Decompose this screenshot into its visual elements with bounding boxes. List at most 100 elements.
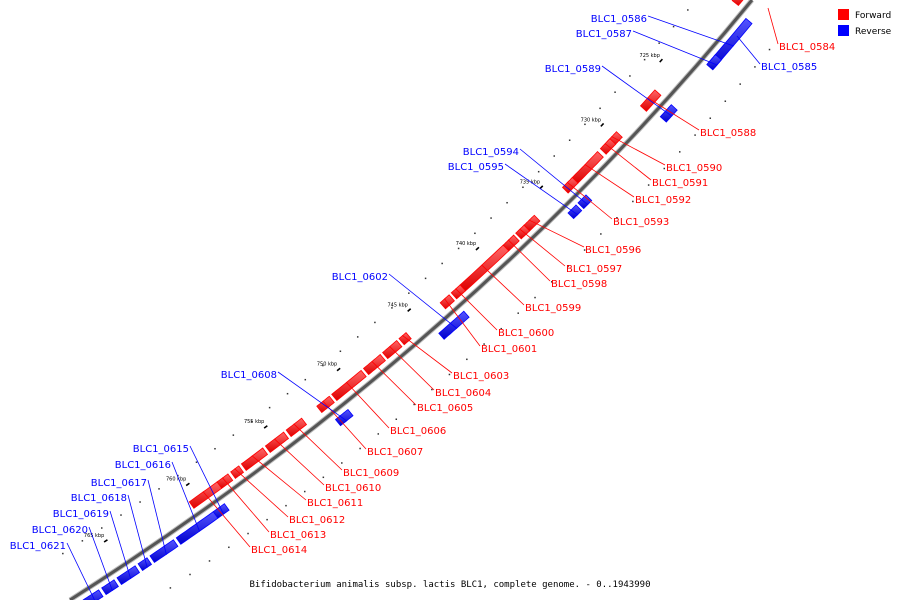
minor-tick	[341, 462, 343, 464]
gene-label-blc1-0592[interactable]: BLC1_0592	[635, 195, 691, 206]
gene-feature-blc1-0619[interactable]	[116, 565, 141, 586]
gene-labels: BLC1_0584 BLC1_0585 BLC1_0586 BLC1_0587 BLC1…	[10, 7, 835, 600]
gene-feature-blc1-0612[interactable]	[230, 465, 245, 479]
gene-feature-blc1-0602[interactable]	[438, 310, 470, 340]
minor-tick	[754, 66, 756, 68]
gene-label-blc1-0598[interactable]: BLC1_0598	[551, 279, 607, 290]
gene-features	[82, 0, 753, 600]
minor-tick	[413, 403, 415, 406]
gene-feature-blc1-0587[interactable]	[706, 54, 723, 71]
gene-label-blc1-0585[interactable]: BLC1_0585	[761, 62, 817, 73]
minor-tick	[228, 546, 230, 549]
gene-feature-blc1-0596[interactable]	[523, 214, 541, 232]
gene-feature-blc1-0605[interactable]	[362, 353, 386, 376]
gene-leader-line	[127, 494, 148, 568]
gene-label-blc1-0615[interactable]: BLC1_0615	[133, 444, 189, 455]
minor-tick	[517, 312, 519, 314]
gene-label-blc1-0614[interactable]: BLC1_0614	[251, 545, 307, 556]
minor-tick	[537, 170, 540, 173]
minor-tick	[500, 327, 502, 330]
minor-tick	[600, 233, 602, 235]
gene-label-blc1-0606[interactable]: BLC1_0606	[390, 426, 446, 437]
gene-label-blc1-0619[interactable]: BLC1_0619	[53, 509, 109, 520]
gene-label-blc1-0607[interactable]: BLC1_0607	[367, 447, 423, 458]
gene-label-blc1-0620[interactable]: BLC1_0620	[32, 525, 88, 536]
gene-label-blc1-0588[interactable]: BLC1_0588	[700, 128, 756, 139]
gene-feature-blc1-0617[interactable]	[149, 539, 179, 563]
gene-label-blc1-0602[interactable]: BLC1_0602	[332, 272, 388, 283]
minor-tick	[457, 247, 460, 250]
gene-label-blc1-0584[interactable]: BLC1_0584	[779, 42, 835, 53]
gene-leader-line	[647, 15, 734, 47]
gene-label-blc1-0597[interactable]: BLC1_0597	[566, 264, 622, 275]
gene-label-blc1-0605[interactable]: BLC1_0605	[417, 403, 473, 414]
gene-feature-blc1-0595[interactable]	[567, 204, 583, 220]
gene-leader-line	[88, 526, 113, 592]
gene-label-blc1-0595[interactable]: BLC1_0595	[448, 162, 504, 173]
gene-label-blc1-0586[interactable]: BLC1_0586	[591, 14, 647, 25]
gene-feature-blc1-0597[interactable]	[515, 224, 531, 240]
genome-caption: Bifidobacterium animalis subsp. lactis B…	[250, 580, 651, 590]
gene-feature-blc1-0615[interactable]	[212, 503, 230, 519]
gene-feature-blc1-0609[interactable]	[285, 417, 308, 438]
minor-tick	[643, 58, 646, 61]
gene-label-blc1-0591[interactable]: BLC1_0591	[652, 178, 708, 189]
minor-tick	[356, 336, 359, 338]
gene-feature-blc1-0603[interactable]	[398, 332, 412, 346]
gene-label-blc1-0593[interactable]: BLC1_0593	[613, 217, 669, 228]
gene-leader-line	[277, 371, 348, 422]
gene-leader-line	[66, 542, 95, 600]
minor-tick	[359, 447, 361, 450]
gene-label-blc1-0604[interactable]: BLC1_0604	[435, 388, 491, 399]
gene-label-blc1-0587[interactable]: BLC1_0587	[576, 29, 632, 40]
tick-label: 755 kbp	[244, 419, 264, 425]
gene-feature-blc1-0610[interactable]	[264, 431, 290, 453]
legend-reverse-swatch	[838, 25, 849, 36]
tick-mark	[659, 58, 663, 63]
gene-leader-line	[202, 491, 251, 548]
gene-leader-line	[234, 468, 289, 518]
gene-label-blc1-0603[interactable]: BLC1_0603	[453, 371, 509, 382]
gene-label-blc1-0601[interactable]: BLC1_0601	[481, 344, 537, 355]
gene-label-blc1-0594[interactable]: BLC1_0594	[463, 147, 519, 158]
gene-feature-blc1-0608[interactable]	[334, 408, 354, 427]
minor-tick	[679, 151, 681, 153]
minor-tick	[268, 406, 271, 409]
gene-label-blc1-0612[interactable]: BLC1_0612	[289, 515, 345, 526]
gene-feature-blc1-0584[interactable]	[731, 0, 746, 7]
gene-label-blc1-0609[interactable]: BLC1_0609	[343, 468, 399, 479]
gene-label-blc1-0599[interactable]: BLC1_0599	[525, 303, 581, 314]
gene-feature-blc1-0591[interactable]	[599, 138, 617, 155]
minor-tick	[550, 281, 553, 283]
tick-label: 750 kbp	[317, 362, 337, 368]
minor-tick	[214, 447, 216, 450]
gene-label-blc1-0600[interactable]: BLC1_0600	[498, 328, 554, 339]
gene-label-blc1-0590[interactable]: BLC1_0590	[666, 163, 722, 174]
gene-feature-blc1-0621[interactable]	[82, 589, 104, 600]
gene-feature-blc1-0586[interactable]	[707, 17, 753, 69]
gene-feature-blc1-0616[interactable]	[175, 511, 219, 545]
minor-tick	[724, 100, 727, 102]
gene-label-blc1-0613[interactable]: BLC1_0613	[270, 530, 326, 541]
gene-feature-blc1-0611[interactable]	[240, 447, 269, 471]
gene-label-blc1-0616[interactable]: BLC1_0616	[115, 460, 171, 471]
gene-feature-blc1-0593[interactable]	[561, 176, 579, 194]
gene-feature-blc1-0618[interactable]	[137, 557, 153, 572]
gene-feature-blc1-0592[interactable]	[571, 151, 604, 184]
tick-mark	[103, 539, 108, 543]
gene-label-blc1-0608[interactable]: BLC1_0608	[221, 370, 277, 381]
gene-label-blc1-0596[interactable]: BLC1_0596	[585, 245, 641, 256]
gene-label-blc1-0611[interactable]: BLC1_0611	[307, 498, 363, 509]
gene-label-blc1-0618[interactable]: BLC1_0618	[71, 493, 127, 504]
gene-label-blc1-0621[interactable]: BLC1_0621	[10, 541, 66, 552]
minor-tick	[377, 433, 380, 435]
gene-label-blc1-0610[interactable]: BLC1_0610	[325, 483, 381, 494]
gene-feature-blc1-0594[interactable]	[577, 194, 593, 210]
gene-label-blc1-0589[interactable]: BLC1_0589	[545, 64, 601, 75]
gene-feature-blc1-0589[interactable]	[659, 104, 678, 123]
gene-label-blc1-0617[interactable]: BLC1_0617	[91, 478, 147, 489]
gene-leader-line	[273, 438, 325, 486]
gene-feature-blc1-0620[interactable]	[101, 579, 119, 596]
minor-tick	[614, 91, 616, 93]
